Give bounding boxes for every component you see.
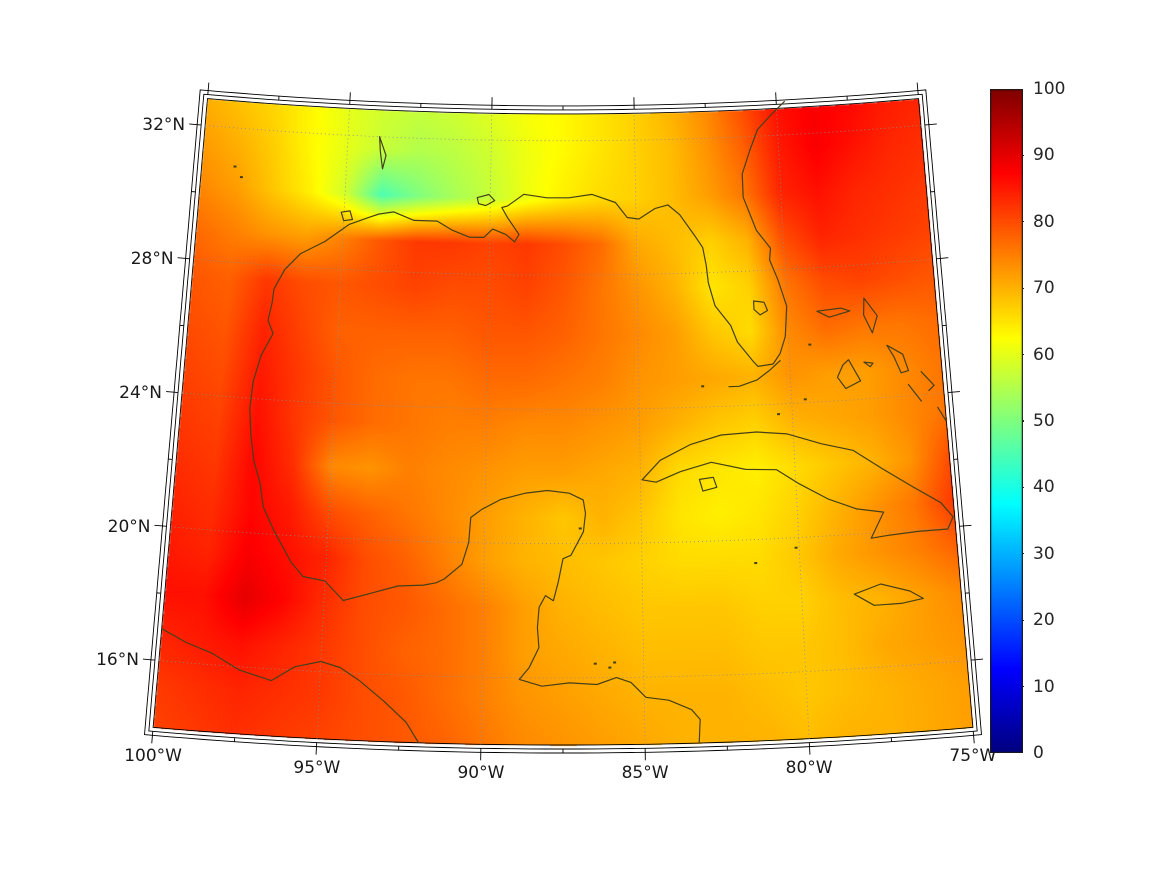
latitude-tick-label: 16°N [96, 650, 139, 671]
longitude-tick-label: 75°W [949, 746, 997, 767]
colorbar-tick-label: 80 [1033, 211, 1055, 232]
longitude-tick-label: 90°W [457, 763, 505, 784]
latitude-tick-label: 24°N [119, 382, 163, 403]
colorbar-tick-label: 60 [1033, 344, 1055, 365]
colorbar-tick-label: 0 [1033, 743, 1044, 763]
longitude-tick-label: 80°W [785, 757, 833, 778]
colorbar-tick-label: 70 [1033, 278, 1055, 299]
latitude-tick-label: 28°N [130, 249, 174, 270]
colorbar-tick-label: 30 [1033, 543, 1055, 564]
colorbar-tick-label: 90 [1033, 145, 1055, 166]
longitude-tick-label: 95°W [293, 757, 341, 778]
colorbar-tick-label: 50 [1033, 411, 1055, 431]
colorbar-tick-label: 10 [1033, 676, 1055, 697]
longitude-tick-label: 100°W [124, 746, 182, 767]
colorbar-tick-label: 40 [1033, 477, 1055, 498]
colorbar-tick-label: 20 [1033, 610, 1055, 631]
colorbar-tick-label: 100 [1033, 79, 1066, 99]
latitude-tick-label: 32°N [142, 115, 186, 136]
longitude-tick-label: 85°W [621, 763, 669, 784]
colorbar-gradient [990, 89, 1023, 753]
latitude-tick-label: 20°N [107, 516, 151, 537]
